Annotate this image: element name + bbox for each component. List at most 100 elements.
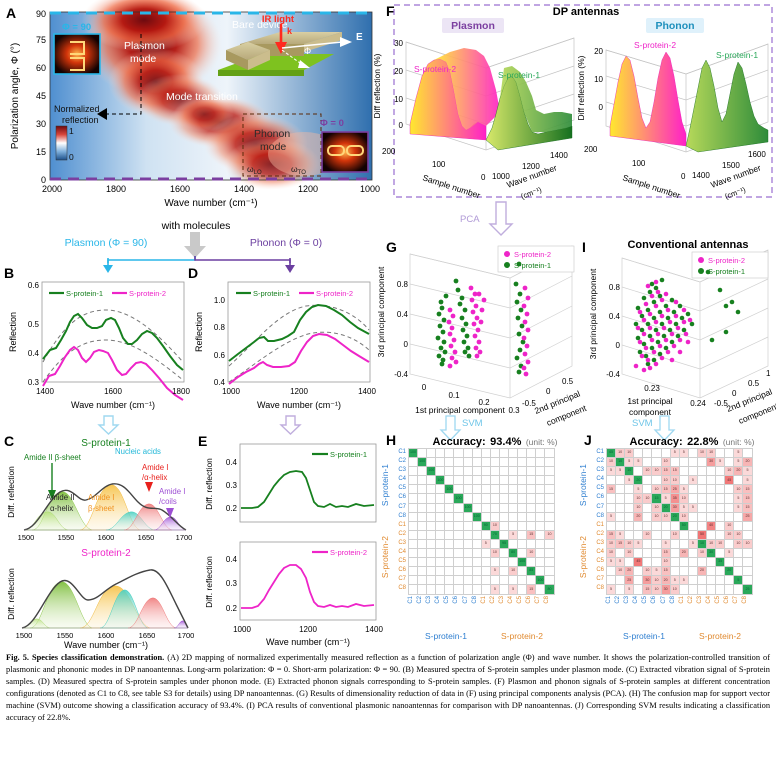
matrix-cell[interactable]	[489, 557, 500, 568]
matrix-cell[interactable]	[544, 502, 555, 513]
matrix-cell[interactable]	[462, 538, 473, 550]
matrix-cell[interactable]	[426, 584, 437, 595]
matrix-cell[interactable]	[417, 520, 428, 531]
matrix-cell[interactable]	[435, 584, 446, 595]
matrix-cell[interactable]	[453, 520, 464, 531]
matrix-cell[interactable]: 10	[669, 584, 680, 595]
matrix-cell[interactable]: 45	[724, 475, 735, 486]
matrix-cell[interactable]: 15	[615, 538, 626, 550]
matrix-cell[interactable]	[696, 520, 708, 531]
matrix-cell[interactable]	[687, 511, 698, 522]
matrix-cell[interactable]: 5	[651, 566, 662, 577]
matrix-cell[interactable]	[642, 538, 653, 550]
matrix-cell[interactable]: 5	[633, 538, 644, 550]
matrix-cell[interactable]: 100	[517, 557, 528, 568]
matrix-cell[interactable]	[480, 493, 491, 504]
matrix-cell[interactable]: 15	[660, 484, 671, 495]
matrix-cell[interactable]: 50	[678, 520, 689, 531]
matrix-cell[interactable]	[526, 475, 537, 486]
matrix-cell[interactable]	[615, 484, 626, 495]
matrix-cell[interactable]: 15	[660, 466, 671, 477]
matrix-cell[interactable]	[517, 548, 528, 559]
matrix-cell[interactable]	[417, 511, 428, 522]
matrix-cell[interactable]	[544, 493, 555, 504]
matrix-cell[interactable]	[426, 457, 437, 468]
matrix-cell[interactable]	[453, 502, 464, 513]
matrix-cell[interactable]: 100	[471, 511, 482, 522]
matrix-cell[interactable]	[535, 475, 546, 486]
matrix-cell[interactable]	[624, 520, 635, 531]
matrix-cell[interactable]	[715, 529, 726, 540]
matrix-cell[interactable]: 10	[615, 566, 626, 577]
matrix-cell[interactable]	[706, 511, 717, 522]
matrix-cell[interactable]	[444, 493, 455, 504]
matrix-cell[interactable]	[687, 493, 698, 504]
matrix-cell[interactable]	[706, 557, 717, 568]
matrix-cell[interactable]	[471, 493, 482, 504]
confusion-matrix[interactable]: 100 100 100 100 100 100 100 100 90 10 70 5 15 10 5 95 10…	[407, 447, 555, 595]
matrix-cell[interactable]	[462, 529, 473, 540]
matrix-cell[interactable]	[435, 484, 446, 495]
matrix-cell[interactable]: 20	[660, 502, 671, 513]
matrix-cell[interactable]	[687, 584, 698, 595]
matrix-cell[interactable]	[426, 548, 437, 559]
matrix-cell[interactable]	[462, 493, 473, 504]
matrix-cell[interactable]	[633, 548, 644, 559]
matrix-cell[interactable]: 5	[660, 538, 671, 550]
matrix-cell[interactable]: 5	[678, 484, 689, 495]
matrix-cell[interactable]	[426, 484, 437, 495]
matrix-cell[interactable]	[651, 557, 662, 568]
matrix-cell[interactable]: 5	[687, 502, 698, 513]
matrix-cell[interactable]	[444, 557, 455, 568]
matrix-cell[interactable]	[498, 502, 510, 513]
matrix-cell[interactable]	[633, 575, 644, 586]
matrix-cell[interactable]	[407, 511, 419, 522]
matrix-cell[interactable]	[508, 575, 519, 586]
matrix-cell[interactable]	[462, 566, 473, 577]
matrix-cell[interactable]: 20	[660, 575, 671, 586]
matrix-cell[interactable]: 10	[660, 557, 671, 568]
matrix-cell[interactable]	[706, 466, 717, 477]
matrix-cell[interactable]	[435, 502, 446, 513]
matrix-cell[interactable]	[535, 457, 546, 468]
matrix-cell[interactable]	[715, 520, 726, 531]
matrix-cell[interactable]	[615, 475, 626, 486]
matrix-cell[interactable]	[498, 575, 510, 586]
matrix-cell[interactable]: 15	[742, 493, 753, 504]
matrix-cell[interactable]: 45	[633, 557, 644, 568]
matrix-cell[interactable]	[508, 520, 519, 531]
matrix-cell[interactable]	[508, 447, 519, 459]
matrix-cell[interactable]	[633, 520, 644, 531]
matrix-cell[interactable]	[498, 493, 510, 504]
matrix-cell[interactable]: 25	[742, 511, 753, 522]
matrix-cell[interactable]	[480, 548, 491, 559]
matrix-cell[interactable]	[651, 529, 662, 540]
matrix-cell[interactable]	[615, 493, 626, 504]
matrix-cell[interactable]	[462, 447, 473, 459]
matrix-cell[interactable]	[480, 584, 491, 595]
matrix-cell[interactable]	[615, 584, 626, 595]
matrix-cell[interactable]	[669, 566, 680, 577]
matrix-cell[interactable]: 10	[724, 529, 735, 540]
matrix-cell[interactable]	[724, 584, 735, 595]
matrix-cell[interactable]	[724, 538, 735, 550]
matrix-cell[interactable]	[417, 502, 428, 513]
matrix-cell[interactable]	[517, 502, 528, 513]
matrix-cell[interactable]	[508, 557, 519, 568]
matrix-cell[interactable]	[687, 557, 698, 568]
matrix-cell[interactable]	[453, 557, 464, 568]
matrix-cell[interactable]: 10	[544, 529, 555, 540]
matrix-cell[interactable]: 25	[669, 484, 680, 495]
matrix-cell[interactable]	[480, 475, 491, 486]
matrix-cell[interactable]	[508, 484, 519, 495]
matrix-cell[interactable]: 25	[624, 575, 635, 586]
matrix-cell[interactable]	[417, 475, 428, 486]
matrix-cell[interactable]	[407, 520, 419, 531]
matrix-cell[interactable]	[678, 457, 689, 468]
matrix-cell[interactable]	[715, 466, 726, 477]
matrix-cell[interactable]	[453, 484, 464, 495]
matrix-cell[interactable]	[633, 584, 644, 595]
matrix-cell[interactable]	[453, 457, 464, 468]
matrix-cell[interactable]	[696, 475, 708, 486]
matrix-cell[interactable]	[480, 566, 491, 577]
